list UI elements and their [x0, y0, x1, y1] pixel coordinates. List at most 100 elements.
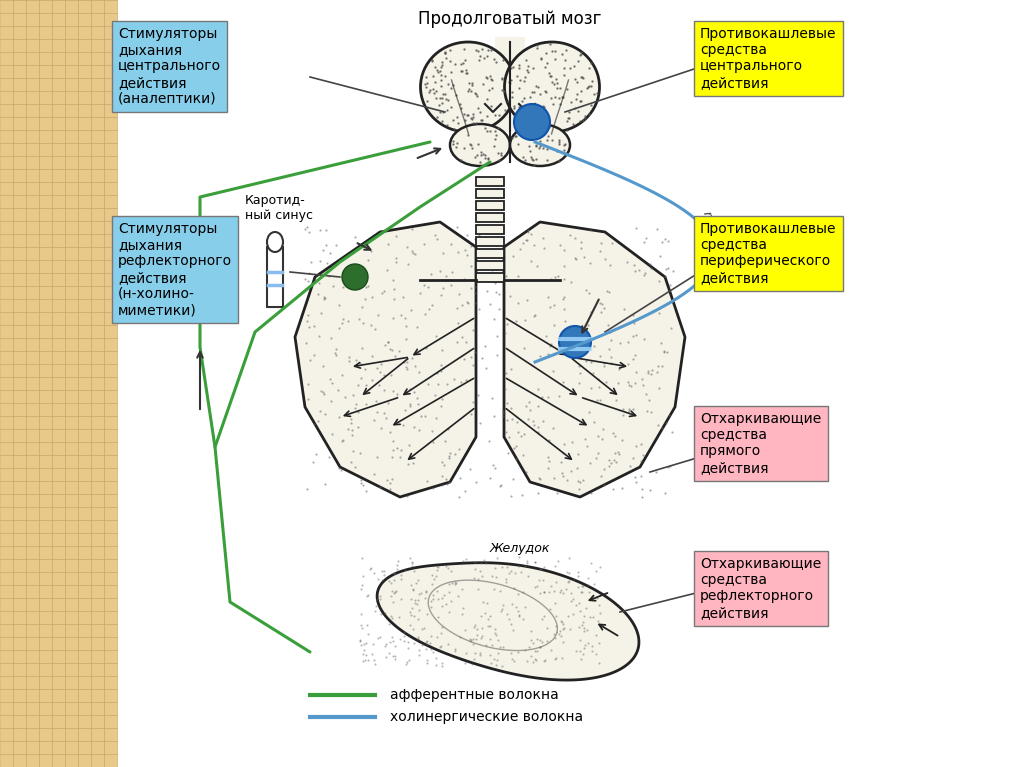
Bar: [52, 325, 65, 338]
Bar: [91, 455, 104, 468]
Bar: [52, 416, 65, 429]
Bar: [104, 26, 117, 39]
Bar: [52, 585, 65, 598]
Bar: [13, 429, 26, 442]
Bar: [104, 182, 117, 195]
Bar: [91, 481, 104, 494]
Bar: [78, 559, 91, 572]
Bar: [26, 754, 39, 767]
Bar: [13, 546, 26, 559]
Bar: [39, 533, 52, 546]
Bar: [39, 728, 52, 741]
Bar: [104, 156, 117, 169]
Bar: [65, 130, 78, 143]
Bar: [104, 130, 117, 143]
Bar: [78, 195, 91, 208]
Bar: [0, 650, 13, 663]
Bar: [91, 182, 104, 195]
Bar: [104, 728, 117, 741]
Bar: [476, 189, 504, 198]
Bar: [104, 585, 117, 598]
Bar: [52, 429, 65, 442]
Bar: [39, 208, 52, 221]
Text: Продолговатый мозг: Продолговатый мозг: [419, 10, 602, 28]
Bar: [91, 0, 104, 13]
Bar: [104, 390, 117, 403]
Bar: [104, 117, 117, 130]
Bar: [65, 286, 78, 299]
Bar: [52, 572, 65, 585]
Bar: [52, 39, 65, 52]
Bar: [104, 169, 117, 182]
Bar: [52, 598, 65, 611]
Bar: [39, 39, 52, 52]
Bar: [65, 182, 78, 195]
Bar: [0, 273, 13, 286]
Bar: [13, 494, 26, 507]
Bar: [0, 247, 13, 260]
Bar: [13, 26, 26, 39]
Bar: [91, 754, 104, 767]
Bar: [13, 182, 26, 195]
Bar: [52, 273, 65, 286]
Bar: [39, 52, 52, 65]
Bar: [52, 637, 65, 650]
Bar: [26, 260, 39, 273]
Bar: [13, 754, 26, 767]
Bar: [104, 559, 117, 572]
Bar: [26, 702, 39, 715]
Bar: [0, 195, 13, 208]
Bar: [91, 728, 104, 741]
Bar: [0, 702, 13, 715]
Bar: [13, 338, 26, 351]
Bar: [52, 91, 65, 104]
Bar: [91, 299, 104, 312]
Bar: [13, 364, 26, 377]
Bar: [52, 455, 65, 468]
Bar: [39, 247, 52, 260]
Bar: [65, 208, 78, 221]
Bar: [39, 702, 52, 715]
Bar: [39, 429, 52, 442]
Bar: [13, 377, 26, 390]
Bar: [39, 481, 52, 494]
Bar: [26, 39, 39, 52]
Bar: [104, 637, 117, 650]
Bar: [39, 494, 52, 507]
Bar: [13, 416, 26, 429]
Bar: [0, 520, 13, 533]
Bar: [13, 611, 26, 624]
Bar: [78, 533, 91, 546]
Bar: [65, 598, 78, 611]
Bar: [0, 130, 13, 143]
Bar: [26, 221, 39, 234]
Bar: [13, 65, 26, 78]
Bar: [91, 611, 104, 624]
Polygon shape: [504, 222, 685, 497]
Bar: [39, 364, 52, 377]
Bar: [65, 65, 78, 78]
Bar: [91, 559, 104, 572]
Bar: [39, 26, 52, 39]
Bar: [65, 715, 78, 728]
Text: холинергические волокна: холинергические волокна: [390, 710, 583, 724]
Bar: [52, 117, 65, 130]
Bar: [65, 351, 78, 364]
Bar: [13, 624, 26, 637]
Bar: [65, 221, 78, 234]
Bar: [39, 676, 52, 689]
Bar: [0, 624, 13, 637]
Bar: [104, 650, 117, 663]
Bar: [52, 468, 65, 481]
Bar: [78, 312, 91, 325]
Bar: [78, 247, 91, 260]
Bar: [104, 546, 117, 559]
Bar: [39, 286, 52, 299]
Bar: [0, 364, 13, 377]
Bar: [26, 351, 39, 364]
Bar: [13, 689, 26, 702]
Bar: [91, 117, 104, 130]
Bar: [13, 91, 26, 104]
Bar: [26, 715, 39, 728]
Bar: [91, 429, 104, 442]
